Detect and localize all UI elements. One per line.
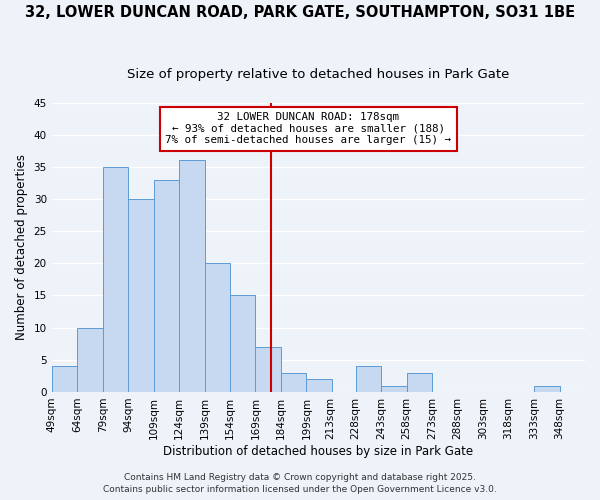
Y-axis label: Number of detached properties: Number of detached properties <box>15 154 28 340</box>
X-axis label: Distribution of detached houses by size in Park Gate: Distribution of detached houses by size … <box>163 444 473 458</box>
Bar <box>281 372 307 392</box>
Bar <box>128 199 154 392</box>
Title: Size of property relative to detached houses in Park Gate: Size of property relative to detached ho… <box>127 68 509 80</box>
Bar <box>154 180 179 392</box>
Bar <box>52 366 77 392</box>
Bar <box>205 264 230 392</box>
Bar <box>307 379 332 392</box>
Text: Contains HM Land Registry data © Crown copyright and database right 2025.
Contai: Contains HM Land Registry data © Crown c… <box>103 472 497 494</box>
Text: 32 LOWER DUNCAN ROAD: 178sqm
← 93% of detached houses are smaller (188)
7% of se: 32 LOWER DUNCAN ROAD: 178sqm ← 93% of de… <box>165 112 451 146</box>
Text: 32, LOWER DUNCAN ROAD, PARK GATE, SOUTHAMPTON, SO31 1BE: 32, LOWER DUNCAN ROAD, PARK GATE, SOUTHA… <box>25 5 575 20</box>
Bar <box>407 372 432 392</box>
Bar <box>230 296 256 392</box>
Bar <box>77 328 103 392</box>
Bar <box>356 366 381 392</box>
Bar <box>103 167 128 392</box>
Bar <box>534 386 560 392</box>
Bar <box>179 160 205 392</box>
Bar <box>256 347 281 392</box>
Bar <box>381 386 407 392</box>
